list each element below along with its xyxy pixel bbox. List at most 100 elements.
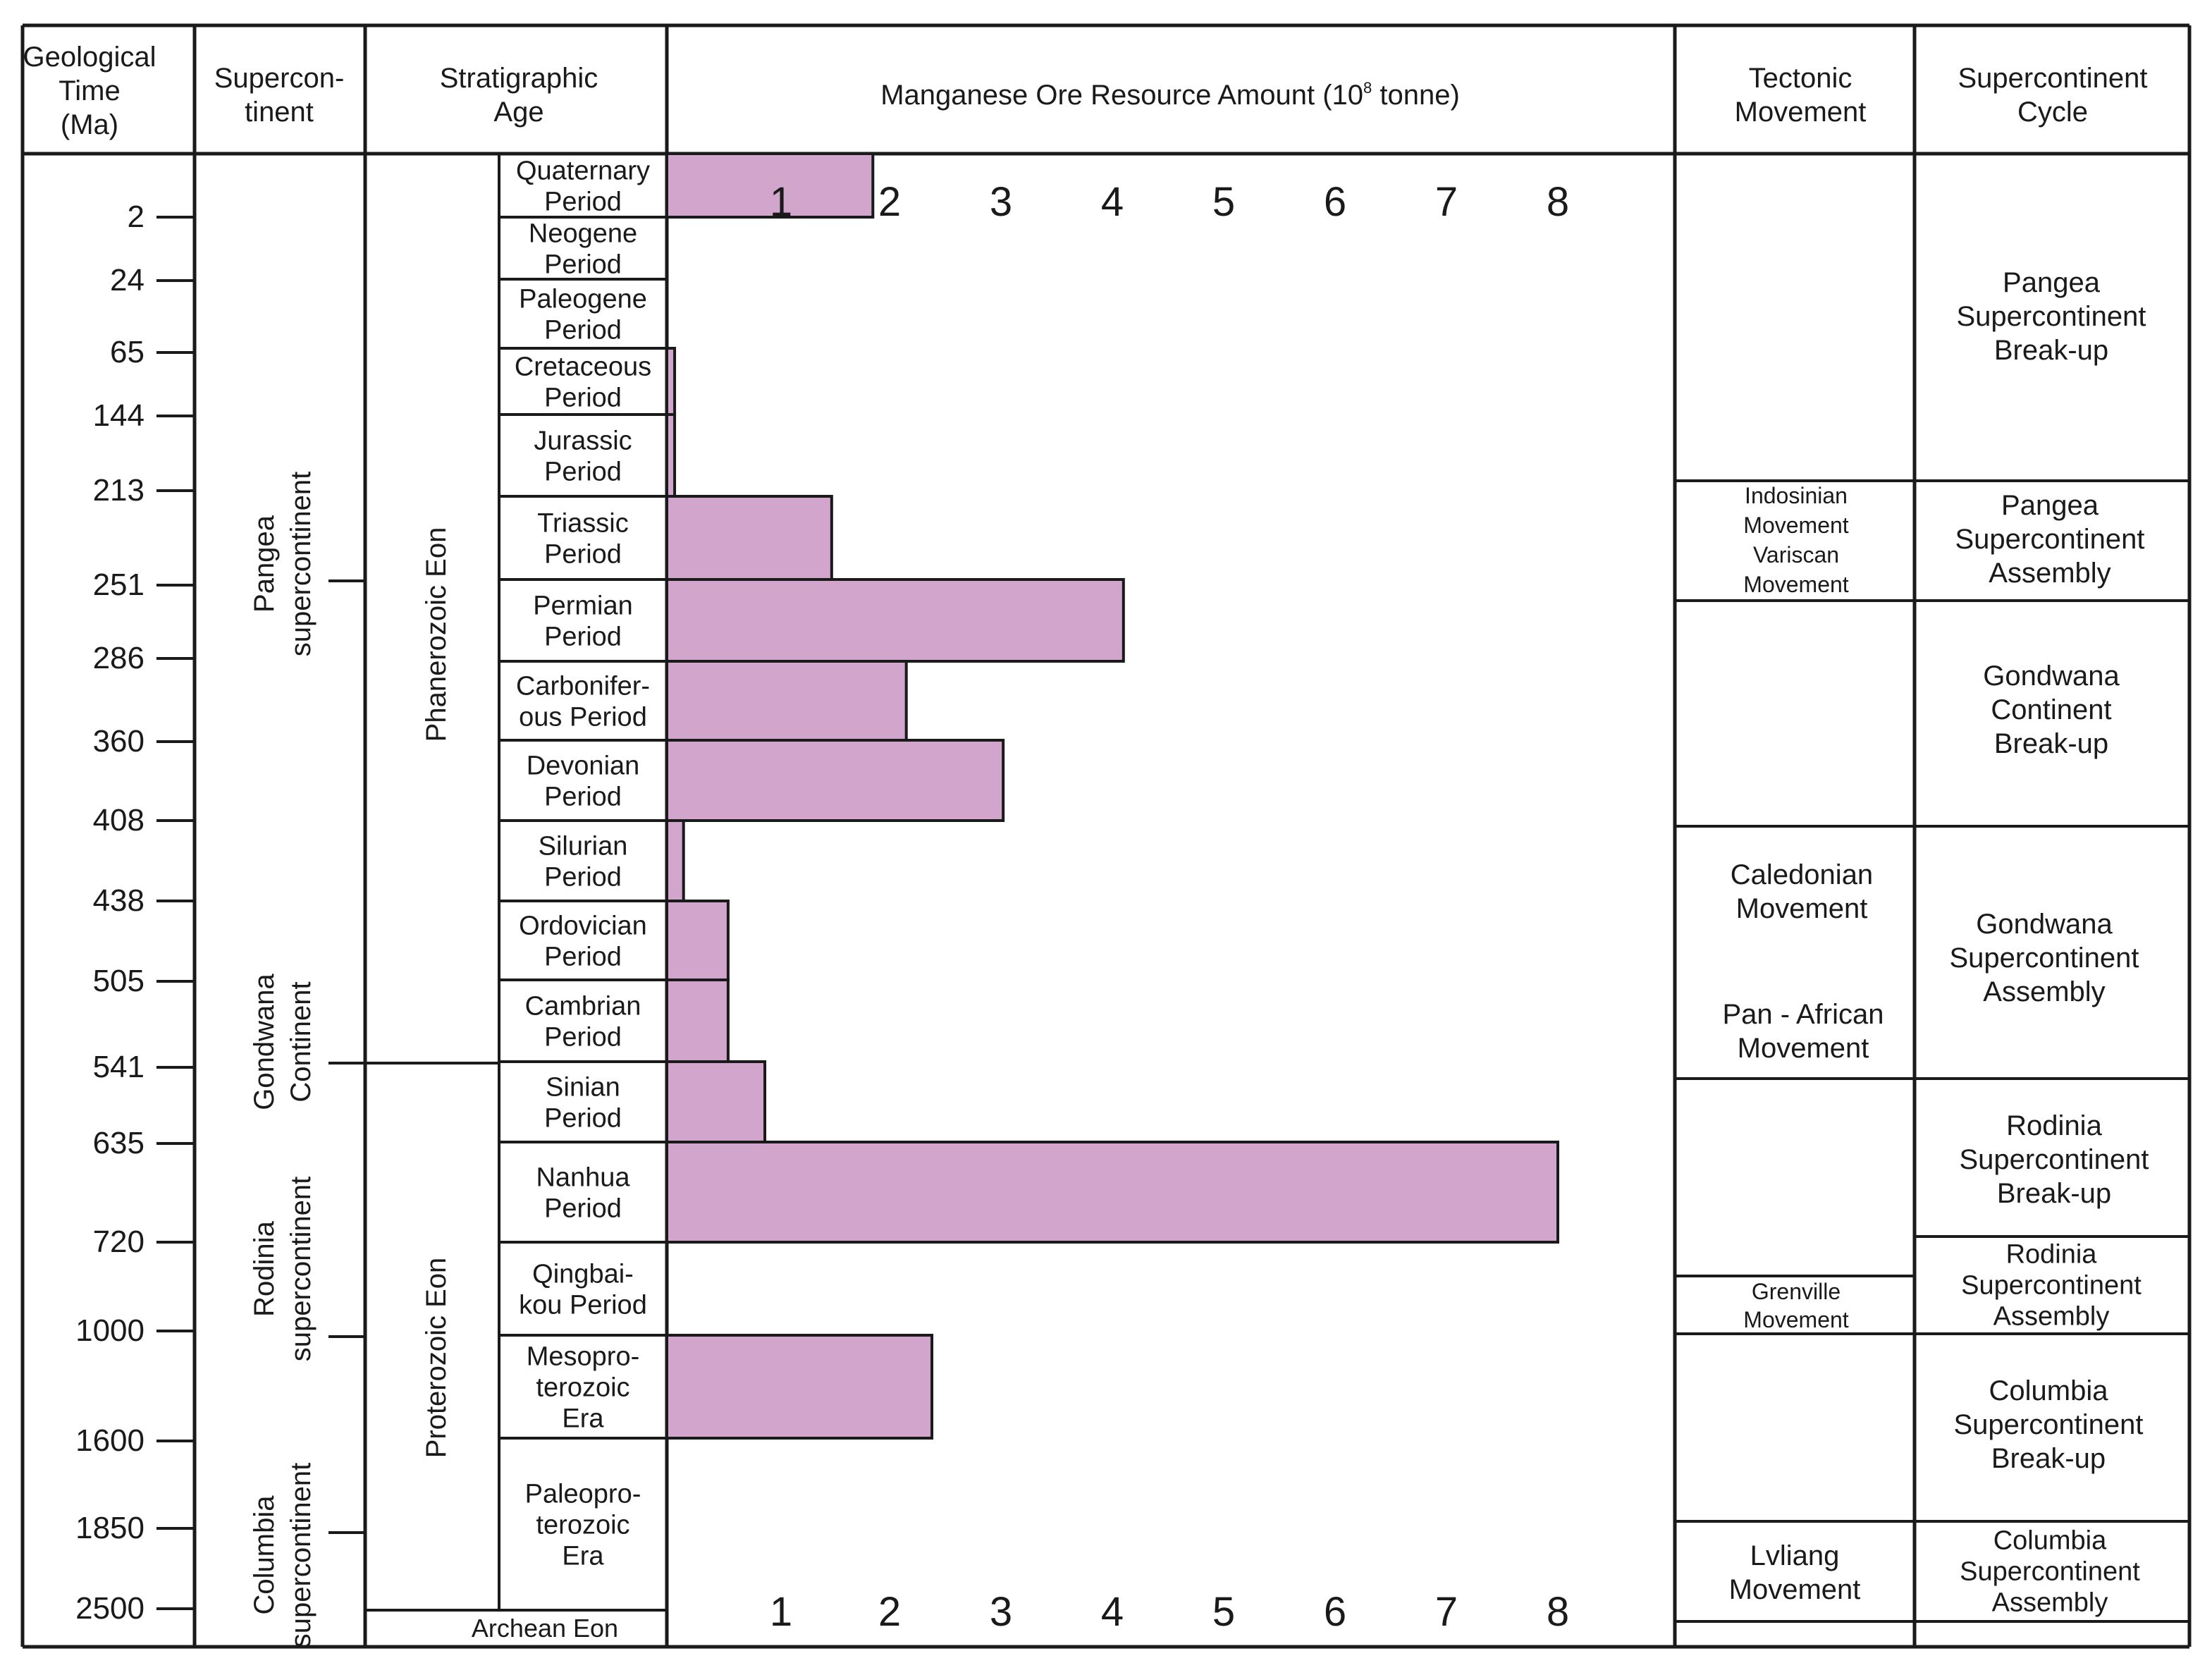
period-label: Silurian (539, 831, 628, 861)
chart-title-main: Manganese Ore Resource Amount (10 (880, 80, 1363, 111)
period-label: Ordovician (519, 911, 647, 940)
bar (665, 1060, 767, 1143)
cycle-label: Pangea (2003, 267, 2101, 298)
tectonic-label: Grenville (1752, 1279, 1841, 1304)
period-label: Period (544, 1103, 622, 1133)
period-label: Paleogene (519, 284, 647, 314)
period-label: Period (544, 315, 622, 345)
tectonic-label: Caledonian (1731, 859, 1873, 890)
x-tick-label-top: 6 (1324, 179, 1346, 225)
supercontinent-label: Rodinia (249, 1220, 280, 1316)
cycle-label: Assembly (1993, 1301, 2110, 1331)
supercontinent-label: Continent (285, 981, 317, 1102)
time-tick-label: 1850 (75, 1511, 145, 1545)
tectonic-label: Variscan (1753, 542, 1839, 567)
tectonic-label: Movement (1743, 513, 1849, 538)
x-tick-label-top: 2 (878, 179, 901, 225)
cycle-label: Break-up (1991, 1443, 2106, 1474)
period-label: Triassic (537, 508, 628, 538)
time-tick-label: 213 (93, 473, 145, 508)
bar (665, 495, 833, 581)
period-label: Period (544, 457, 622, 486)
period-label: Jurassic (534, 426, 632, 455)
bar (665, 819, 685, 902)
cycle-label: Pangea (2001, 490, 2099, 521)
time-tick-label: 286 (93, 641, 145, 675)
cycle-label: Gondwana (1983, 661, 2120, 692)
x-tick-label-bottom: 7 (1435, 1589, 1458, 1635)
tectonic-label: Movement (1738, 1033, 1869, 1064)
header-stratigraphic-age: Stratigraphic (440, 63, 598, 94)
x-tick-label-top: 4 (1101, 179, 1124, 225)
cycle-label: Supercontinent (1959, 1144, 2149, 1175)
cycle-label: Assembly (1989, 558, 2110, 589)
cycle-label: Break-up (1994, 335, 2108, 366)
supercontinent-label: Pangea (249, 515, 280, 613)
time-tick-label: 505 (93, 964, 145, 998)
bar (665, 578, 1125, 663)
period-label: Period (544, 942, 622, 971)
period-label: Period (544, 250, 622, 279)
period-label: ous Period (519, 702, 647, 732)
x-tick-label-bottom: 4 (1101, 1589, 1124, 1635)
period-label: Neogene (529, 219, 637, 248)
period-label: Carbonifer- (516, 671, 650, 701)
cycle-label: Columbia (1993, 1526, 2107, 1555)
bar (665, 152, 875, 219)
period-label: Paleopro- (525, 1479, 641, 1509)
header-geological-time: (Ma) (61, 109, 118, 140)
period-label: Period (544, 862, 622, 892)
chart-title: Manganese Ore Resource Amount (108 tonne… (880, 79, 1460, 111)
time-tick-label: 2500 (75, 1591, 145, 1626)
period-label: Era (562, 1404, 604, 1433)
period-label: Period (544, 782, 622, 811)
period-label: Period (544, 622, 622, 651)
time-tick-label: 438 (93, 883, 145, 918)
tectonic-label: Movement (1743, 572, 1849, 597)
x-tick-label-top: 1 (770, 179, 792, 225)
supercontinent-label: Gondwana (249, 974, 280, 1110)
header-geological-time: Geological (23, 42, 156, 73)
supercontinent-label: supercontinent (285, 1463, 317, 1648)
cycle-label: Continent (1991, 694, 2111, 725)
header-supercontinent: tinent (245, 97, 314, 128)
x-tick-label-top: 5 (1212, 179, 1235, 225)
x-tick-label-bottom: 5 (1212, 1589, 1235, 1635)
period-label: Mesopro- (527, 1342, 640, 1371)
cycle-label: Break-up (1994, 728, 2108, 759)
x-tick-label-top: 8 (1547, 179, 1569, 225)
period-label: Devonian (527, 751, 640, 780)
time-tick-label: 65 (110, 335, 145, 369)
chart-title-suffix: tonne) (1372, 80, 1460, 111)
header-supercontinent-cycle: Cycle (2017, 97, 2088, 128)
x-tick-label-bottom: 3 (990, 1589, 1012, 1635)
header-tectonic-movement: Tectonic (1749, 63, 1852, 94)
bar (665, 1334, 934, 1440)
header-geological-time: Time (59, 75, 120, 106)
x-tick-label-bottom: 6 (1324, 1589, 1346, 1635)
time-tick-label: 1000 (75, 1313, 145, 1348)
header-stratigraphic-age: Age (493, 97, 543, 128)
time-tick-label: 24 (110, 263, 145, 297)
header-supercontinent: Supercon- (214, 63, 345, 94)
cycle-label: Rodinia (2006, 1239, 2098, 1269)
period-label: Period (544, 383, 622, 412)
time-tick-label: 144 (93, 398, 145, 433)
cycle-label: Assembly (1992, 1588, 2108, 1617)
period-label: Cambrian (525, 991, 641, 1021)
cycle-label: Break-up (1997, 1178, 2111, 1209)
period-label: terozoic (536, 1510, 629, 1540)
tectonic-label: Pan - African (1722, 999, 1884, 1030)
tectonic-label: Movement (1736, 893, 1868, 924)
period-label: Qingbai- (532, 1259, 634, 1289)
period-label: Era (562, 1541, 604, 1571)
x-tick-label-top: 7 (1435, 179, 1458, 225)
tectonic-label: Movement (1729, 1574, 1861, 1605)
eon-label: Proterozoic Eon (421, 1258, 452, 1459)
time-tick-label: 541 (93, 1050, 145, 1084)
period-label: kou Period (519, 1290, 647, 1320)
x-tick-label-bottom: 8 (1547, 1589, 1569, 1635)
cycle-label: Supercontinent (1953, 1409, 2143, 1440)
bar-group (665, 152, 1559, 1440)
